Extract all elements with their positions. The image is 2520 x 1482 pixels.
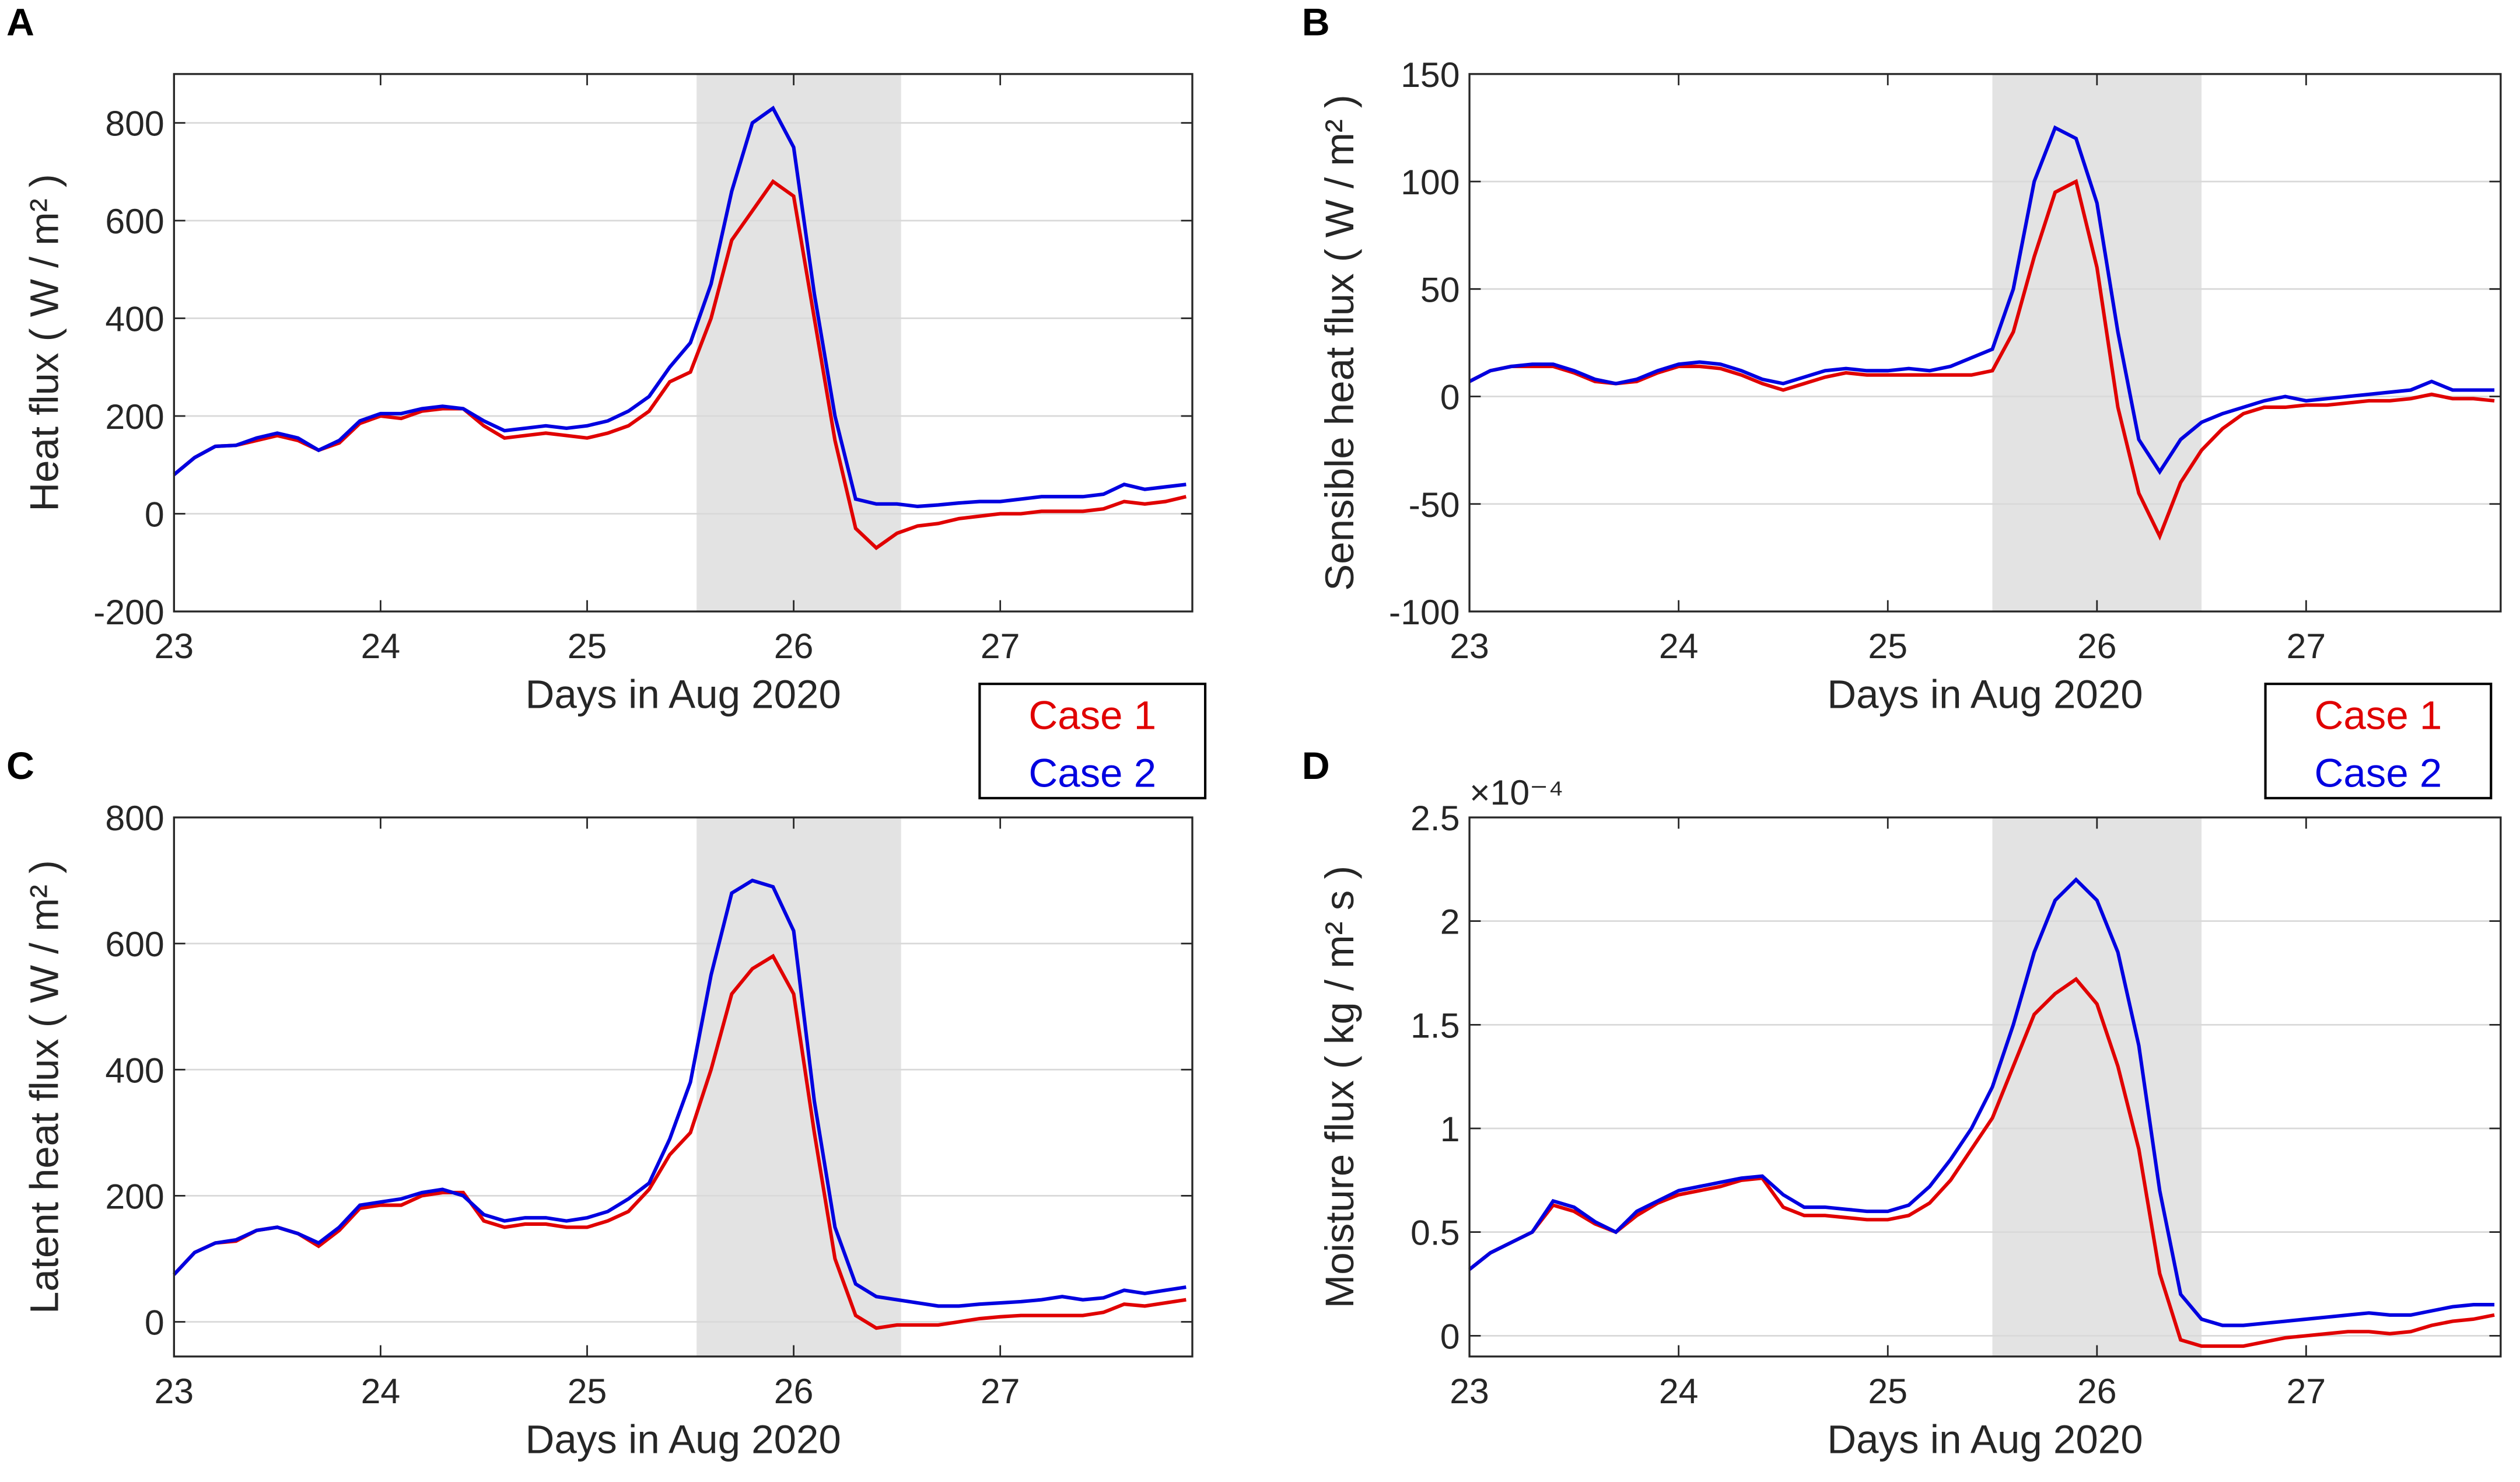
y-tick-label: 400 <box>105 299 164 339</box>
legend-entry: Case 1 <box>1028 693 1156 737</box>
x-tick-label: 26 <box>774 626 814 666</box>
x-axis-label: Days in Aug 2020 <box>1827 672 2143 717</box>
y-tick-label: -100 <box>1389 592 1460 632</box>
shaded-region <box>1992 817 2202 1357</box>
legend-entry: Case 2 <box>1028 751 1156 796</box>
x-tick-label: 26 <box>2077 626 2117 666</box>
legend-box <box>2264 683 2493 799</box>
panel-label: B <box>1302 1 1330 44</box>
legend-entry: Case 1 <box>2315 693 2442 737</box>
series-line <box>173 878 1186 1308</box>
x-tick-label: 27 <box>981 626 1020 666</box>
x-tick-label: 25 <box>568 1371 607 1411</box>
y-tick-label: 0 <box>1440 1316 1460 1356</box>
y-tick-label: 0 <box>1440 378 1460 417</box>
x-tick-label: 25 <box>568 626 607 666</box>
y-axis-label: Latent heat flux ( W / m² ) <box>22 860 66 1314</box>
axes-frame <box>173 816 1194 1358</box>
x-tick-label: 23 <box>1450 626 1489 666</box>
x-tick-label: 23 <box>1450 1371 1489 1411</box>
series-line <box>173 179 1187 551</box>
x-tick-label: 26 <box>2077 1371 2117 1411</box>
x-tick-label: 24 <box>361 1371 401 1411</box>
series-line <box>1468 977 2495 1348</box>
y-tick-label: 0 <box>145 495 164 534</box>
series-line <box>1468 125 2495 476</box>
y-tick-label: 2 <box>1440 902 1460 942</box>
x-tick-label: 27 <box>981 1371 1020 1411</box>
y-tick-label: 600 <box>105 201 164 241</box>
y-tick-label: 200 <box>105 397 164 436</box>
x-tick-label: 23 <box>155 626 194 666</box>
y-tick-label: 100 <box>1401 162 1460 202</box>
y-tick-label: 800 <box>105 798 164 838</box>
y-tick-label: -200 <box>93 592 164 632</box>
panel-label: C <box>6 745 34 788</box>
y-tick-label: -50 <box>1409 485 1460 525</box>
shaded-region <box>1992 74 2202 611</box>
x-axis-label: Days in Aug 2020 <box>525 1417 841 1462</box>
x-tick-label: 25 <box>1868 626 1908 666</box>
axes-frame <box>173 73 1194 613</box>
y-tick-label: 2.5 <box>1410 798 1460 838</box>
x-tick-label: 23 <box>155 1371 194 1411</box>
series-line <box>1468 877 2495 1327</box>
x-axis-label: Days in Aug 2020 <box>525 672 841 717</box>
y-tick-label: 800 <box>105 104 164 144</box>
y-tick-label: 200 <box>105 1176 164 1216</box>
series-line <box>173 105 1186 509</box>
x-tick-label: 27 <box>2287 626 2326 666</box>
series-line <box>1468 179 2495 541</box>
legend-entry: Case 2 <box>2315 751 2442 796</box>
x-axis-label: Days in Aug 2020 <box>1827 1417 2143 1462</box>
y-axis-label: Heat flux ( W / m² ) <box>22 174 66 511</box>
y-tick-label: 50 <box>1420 270 1460 309</box>
x-tick-label: 24 <box>361 626 401 666</box>
series-line <box>173 953 1186 1330</box>
y-tick-label: 1.5 <box>1410 1005 1460 1045</box>
panel-label: A <box>6 1 34 44</box>
x-tick-label: 27 <box>2287 1371 2326 1411</box>
y-axis-label: Sensible heat flux ( W / m² ) <box>1317 95 1362 591</box>
y-exponent-label: ×10⁻⁴ <box>1469 773 1563 812</box>
y-tick-label: 0 <box>145 1303 164 1343</box>
shaded-region <box>696 74 901 611</box>
shaded-region <box>696 817 901 1357</box>
legend-box <box>978 683 1207 799</box>
x-tick-label: 24 <box>1659 1371 1699 1411</box>
axes-frame <box>1468 73 2502 613</box>
x-tick-label: 25 <box>1868 1371 1908 1411</box>
y-tick-label: 1 <box>1440 1109 1460 1149</box>
panel-label: D <box>1302 745 1330 788</box>
y-tick-label: 600 <box>105 924 164 964</box>
x-tick-label: 26 <box>774 1371 814 1411</box>
x-tick-label: 24 <box>1659 626 1699 666</box>
y-tick-label: 400 <box>105 1050 164 1090</box>
axes-frame <box>1468 816 2502 1358</box>
y-tick-label: 150 <box>1401 55 1460 95</box>
y-axis-label: Moisture flux ( kg / m² s ) <box>1317 866 1362 1309</box>
y-tick-label: 0.5 <box>1410 1213 1460 1253</box>
